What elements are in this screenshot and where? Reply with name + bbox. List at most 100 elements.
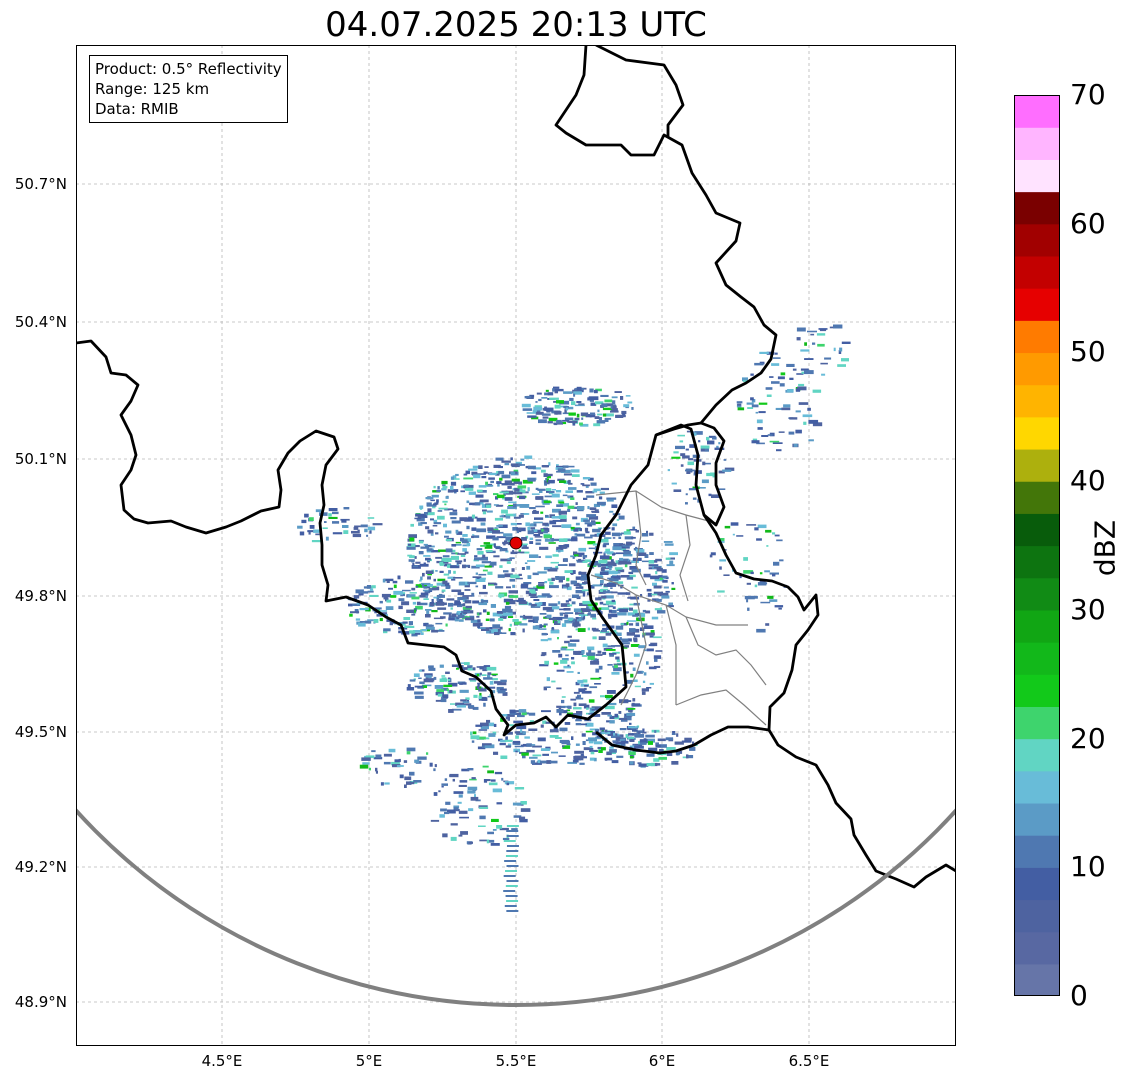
echo-pixel [564,417,574,420]
echo-pixel [584,527,589,532]
echo-pixel [680,453,686,457]
echo-pixel [646,588,652,592]
echo-pixel [540,748,550,751]
echo-pixel [545,686,551,688]
echo-pixel [463,611,468,615]
echo-pixel [506,845,519,847]
echo-pixel [580,614,584,617]
echo-pixel [759,572,763,575]
echo-pixel [577,628,586,632]
echo-pixel [723,459,727,461]
echo-pixel [616,609,621,611]
echo-pixel [455,560,463,563]
echo-pixel [630,644,640,647]
echo-pixel [530,527,536,530]
echo-pixel [570,526,575,530]
echo-pixel [676,733,679,737]
echo-pixel [604,537,612,539]
echo-pixel [556,400,564,404]
echo-pixel [657,592,662,596]
echo-pixel [412,562,415,566]
echo-pixel [540,724,544,728]
echo-pixel [772,442,783,444]
echo-pixel [459,517,468,522]
echo-pixel [598,749,603,753]
echo-pixel [503,533,513,537]
echo-pixel [542,407,546,411]
echo-pixel [676,751,679,756]
echo-pixel [413,630,423,633]
echo-pixel [583,519,590,522]
echo-pixel [765,529,772,533]
echo-pixel [613,543,623,547]
echo-pixel [506,850,519,852]
echo-pixel [433,676,437,680]
echo-pixel [510,574,520,579]
echo-pixel [429,762,433,767]
echo-pixel [510,522,517,526]
echo-pixel [546,491,549,493]
echo-pixel [551,606,560,610]
echo-pixel [543,527,548,530]
echo-pixel [663,541,673,543]
echo-pixel [462,564,470,568]
echo-pixel [595,597,602,601]
echo-pixel [614,735,622,738]
echo-pixel [517,527,522,531]
echo-pixel [484,466,489,468]
echo-pixel [491,673,498,676]
echo-pixel [472,706,479,710]
echo-pixel [612,651,620,654]
echo-pixel [423,555,431,557]
echo-pixel [479,591,488,595]
echo-pixel [611,609,617,614]
echo-pixel [663,586,669,589]
echo-pixel [419,681,425,684]
echo-pixel [512,742,521,745]
echo-pixel [482,743,492,746]
echo-pixel [632,628,640,633]
colorbar-bin [1014,416,1060,450]
echo-pixel [563,586,568,589]
echo-pixel [413,673,420,677]
echo-pixel [537,759,541,764]
echo-pixel [499,616,507,619]
echo-pixel [420,582,431,585]
echo-pixel [628,733,634,736]
echo-pixel [435,532,439,535]
echo-pixel [599,571,609,575]
echo-pixel [529,756,538,759]
product-text: Product: 0.5° Reflectivity [95,60,282,78]
echo-pixel [462,539,468,544]
echo-pixel [409,537,415,542]
echo-pixel [634,634,640,638]
echo-pixel [428,590,433,592]
echo-pixel [325,536,329,541]
echo-pixel [567,664,570,667]
echo-pixel [538,398,542,402]
echo-pixel [566,671,574,673]
echo-pixel [507,600,516,604]
echo-pixel [594,683,601,685]
echo-pixel [399,774,404,779]
echo-pixel [600,695,610,698]
echo-pixel [539,546,549,550]
echo-pixel [372,523,383,526]
echo-pixel [576,413,580,418]
echo-pixel [418,522,423,526]
echo-pixel [485,686,496,689]
echo-pixel [297,525,303,529]
echo-pixel [802,414,813,418]
echo-pixel [598,636,606,640]
echo-pixel [527,465,536,470]
echo-pixel [523,543,527,547]
echo-pixel [478,688,487,692]
echo-pixel [480,599,484,604]
echo-pixel [487,571,493,575]
echo-pixel [615,733,620,736]
echo-pixel [655,744,661,748]
echo-pixel [575,612,585,615]
echo-pixel [772,532,776,535]
echo-pixel [498,524,508,528]
echo-pixel [557,564,568,566]
